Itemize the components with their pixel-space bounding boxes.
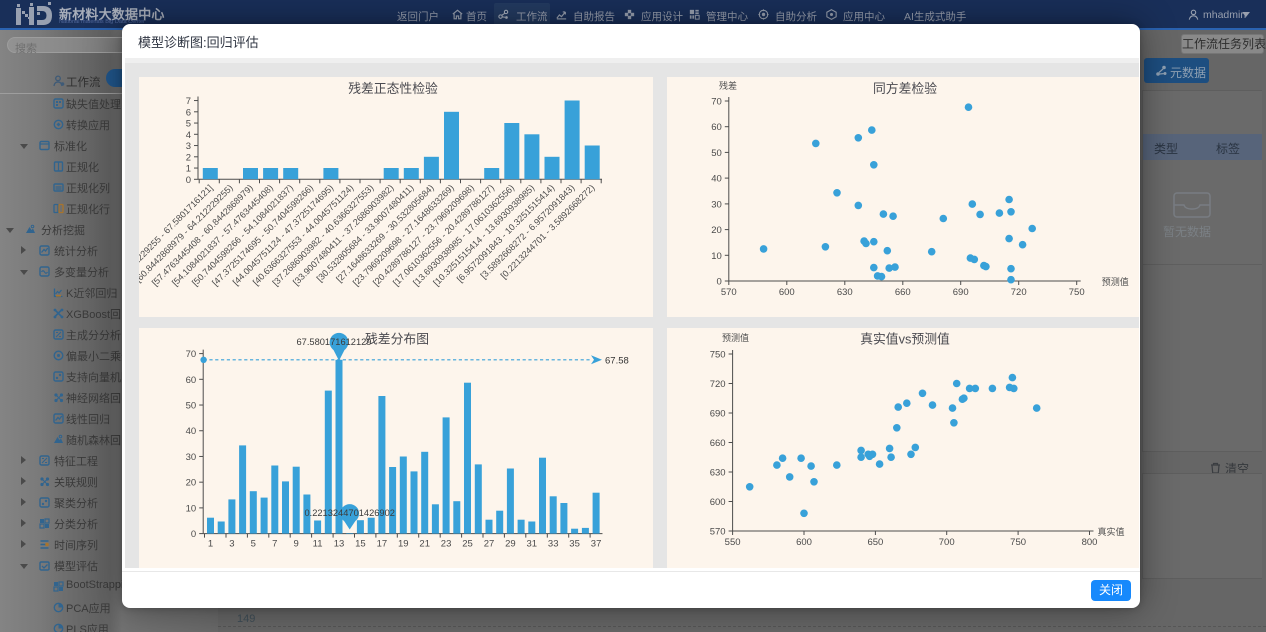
- svg-text:15: 15: [355, 538, 366, 549]
- svg-text:残差分布图: 残差分布图: [365, 331, 429, 346]
- svg-text:0: 0: [186, 174, 191, 185]
- svg-text:3: 3: [186, 141, 191, 152]
- svg-text:残差正态性检验: 残差正态性检验: [348, 81, 438, 96]
- svg-text:600: 600: [710, 497, 726, 508]
- svg-text:630: 630: [837, 287, 853, 298]
- svg-text:23: 23: [441, 538, 452, 549]
- svg-text:30: 30: [711, 199, 722, 210]
- svg-text:1: 1: [186, 163, 191, 174]
- svg-text:20: 20: [711, 225, 722, 236]
- svg-text:21: 21: [419, 538, 430, 549]
- svg-text:0.2213244701426902: 0.2213244701426902: [304, 508, 394, 518]
- svg-text:660: 660: [710, 438, 726, 449]
- svg-text:700: 700: [939, 537, 955, 548]
- svg-text:27: 27: [484, 538, 495, 549]
- svg-text:20: 20: [186, 477, 197, 488]
- svg-text:7: 7: [272, 538, 277, 549]
- svg-text:真实值: 真实值: [1098, 526, 1125, 537]
- svg-text:67.580171612129: 67.580171612129: [297, 336, 372, 346]
- svg-text:600: 600: [779, 287, 795, 298]
- svg-text:13: 13: [334, 538, 345, 549]
- svg-text:5: 5: [251, 538, 256, 549]
- svg-text:6: 6: [186, 107, 191, 118]
- svg-text:40: 40: [711, 173, 722, 184]
- svg-text:690: 690: [710, 408, 726, 419]
- svg-text:40: 40: [186, 426, 197, 437]
- svg-text:37: 37: [591, 538, 602, 549]
- svg-text:2: 2: [186, 152, 191, 163]
- svg-text:0: 0: [191, 529, 196, 540]
- svg-text:5: 5: [186, 118, 191, 129]
- svg-text:17: 17: [377, 538, 388, 549]
- svg-text:750: 750: [710, 349, 726, 360]
- svg-text:33: 33: [548, 538, 559, 549]
- svg-text:70: 70: [186, 349, 197, 360]
- svg-text:真实值vs预测值: 真实值vs预测值: [860, 331, 950, 346]
- svg-text:残差: 残差: [719, 80, 737, 91]
- svg-text:630: 630: [710, 467, 726, 478]
- svg-text:570: 570: [710, 526, 726, 537]
- svg-text:720: 720: [710, 379, 726, 390]
- svg-text:600: 600: [796, 537, 812, 548]
- svg-text:720: 720: [1011, 287, 1027, 298]
- svg-text:3: 3: [229, 538, 234, 549]
- svg-text:50: 50: [186, 400, 197, 411]
- svg-text:800: 800: [1082, 537, 1098, 548]
- svg-text:31: 31: [527, 538, 538, 549]
- svg-text:30: 30: [186, 451, 197, 462]
- svg-text:10: 10: [711, 250, 722, 261]
- svg-text:预测值: 预测值: [722, 332, 749, 343]
- svg-text:25: 25: [462, 538, 473, 549]
- svg-text:7: 7: [186, 96, 191, 107]
- svg-text:0: 0: [717, 276, 722, 287]
- svg-text:50: 50: [711, 147, 722, 158]
- svg-text:550: 550: [725, 537, 741, 548]
- svg-text:60: 60: [711, 122, 722, 133]
- svg-text:60: 60: [186, 374, 197, 385]
- svg-text:70: 70: [711, 96, 722, 107]
- svg-text:660: 660: [895, 287, 911, 298]
- svg-text:750: 750: [1069, 287, 1085, 298]
- svg-text:同方差检验: 同方差检验: [873, 81, 937, 96]
- svg-text:750: 750: [1010, 537, 1026, 548]
- svg-text:570: 570: [721, 287, 737, 298]
- svg-text:19: 19: [398, 538, 409, 549]
- svg-text:67.58: 67.58: [605, 355, 629, 366]
- svg-text:预测值: 预测值: [1102, 276, 1129, 287]
- svg-text:10: 10: [186, 503, 197, 514]
- svg-text:650: 650: [867, 537, 883, 548]
- svg-text:29: 29: [505, 538, 516, 549]
- svg-text:690: 690: [953, 287, 969, 298]
- svg-text:35: 35: [569, 538, 580, 549]
- svg-text:4: 4: [186, 129, 191, 140]
- svg-text:1: 1: [208, 538, 213, 549]
- svg-text:11: 11: [313, 538, 323, 549]
- svg-text:9: 9: [294, 538, 299, 549]
